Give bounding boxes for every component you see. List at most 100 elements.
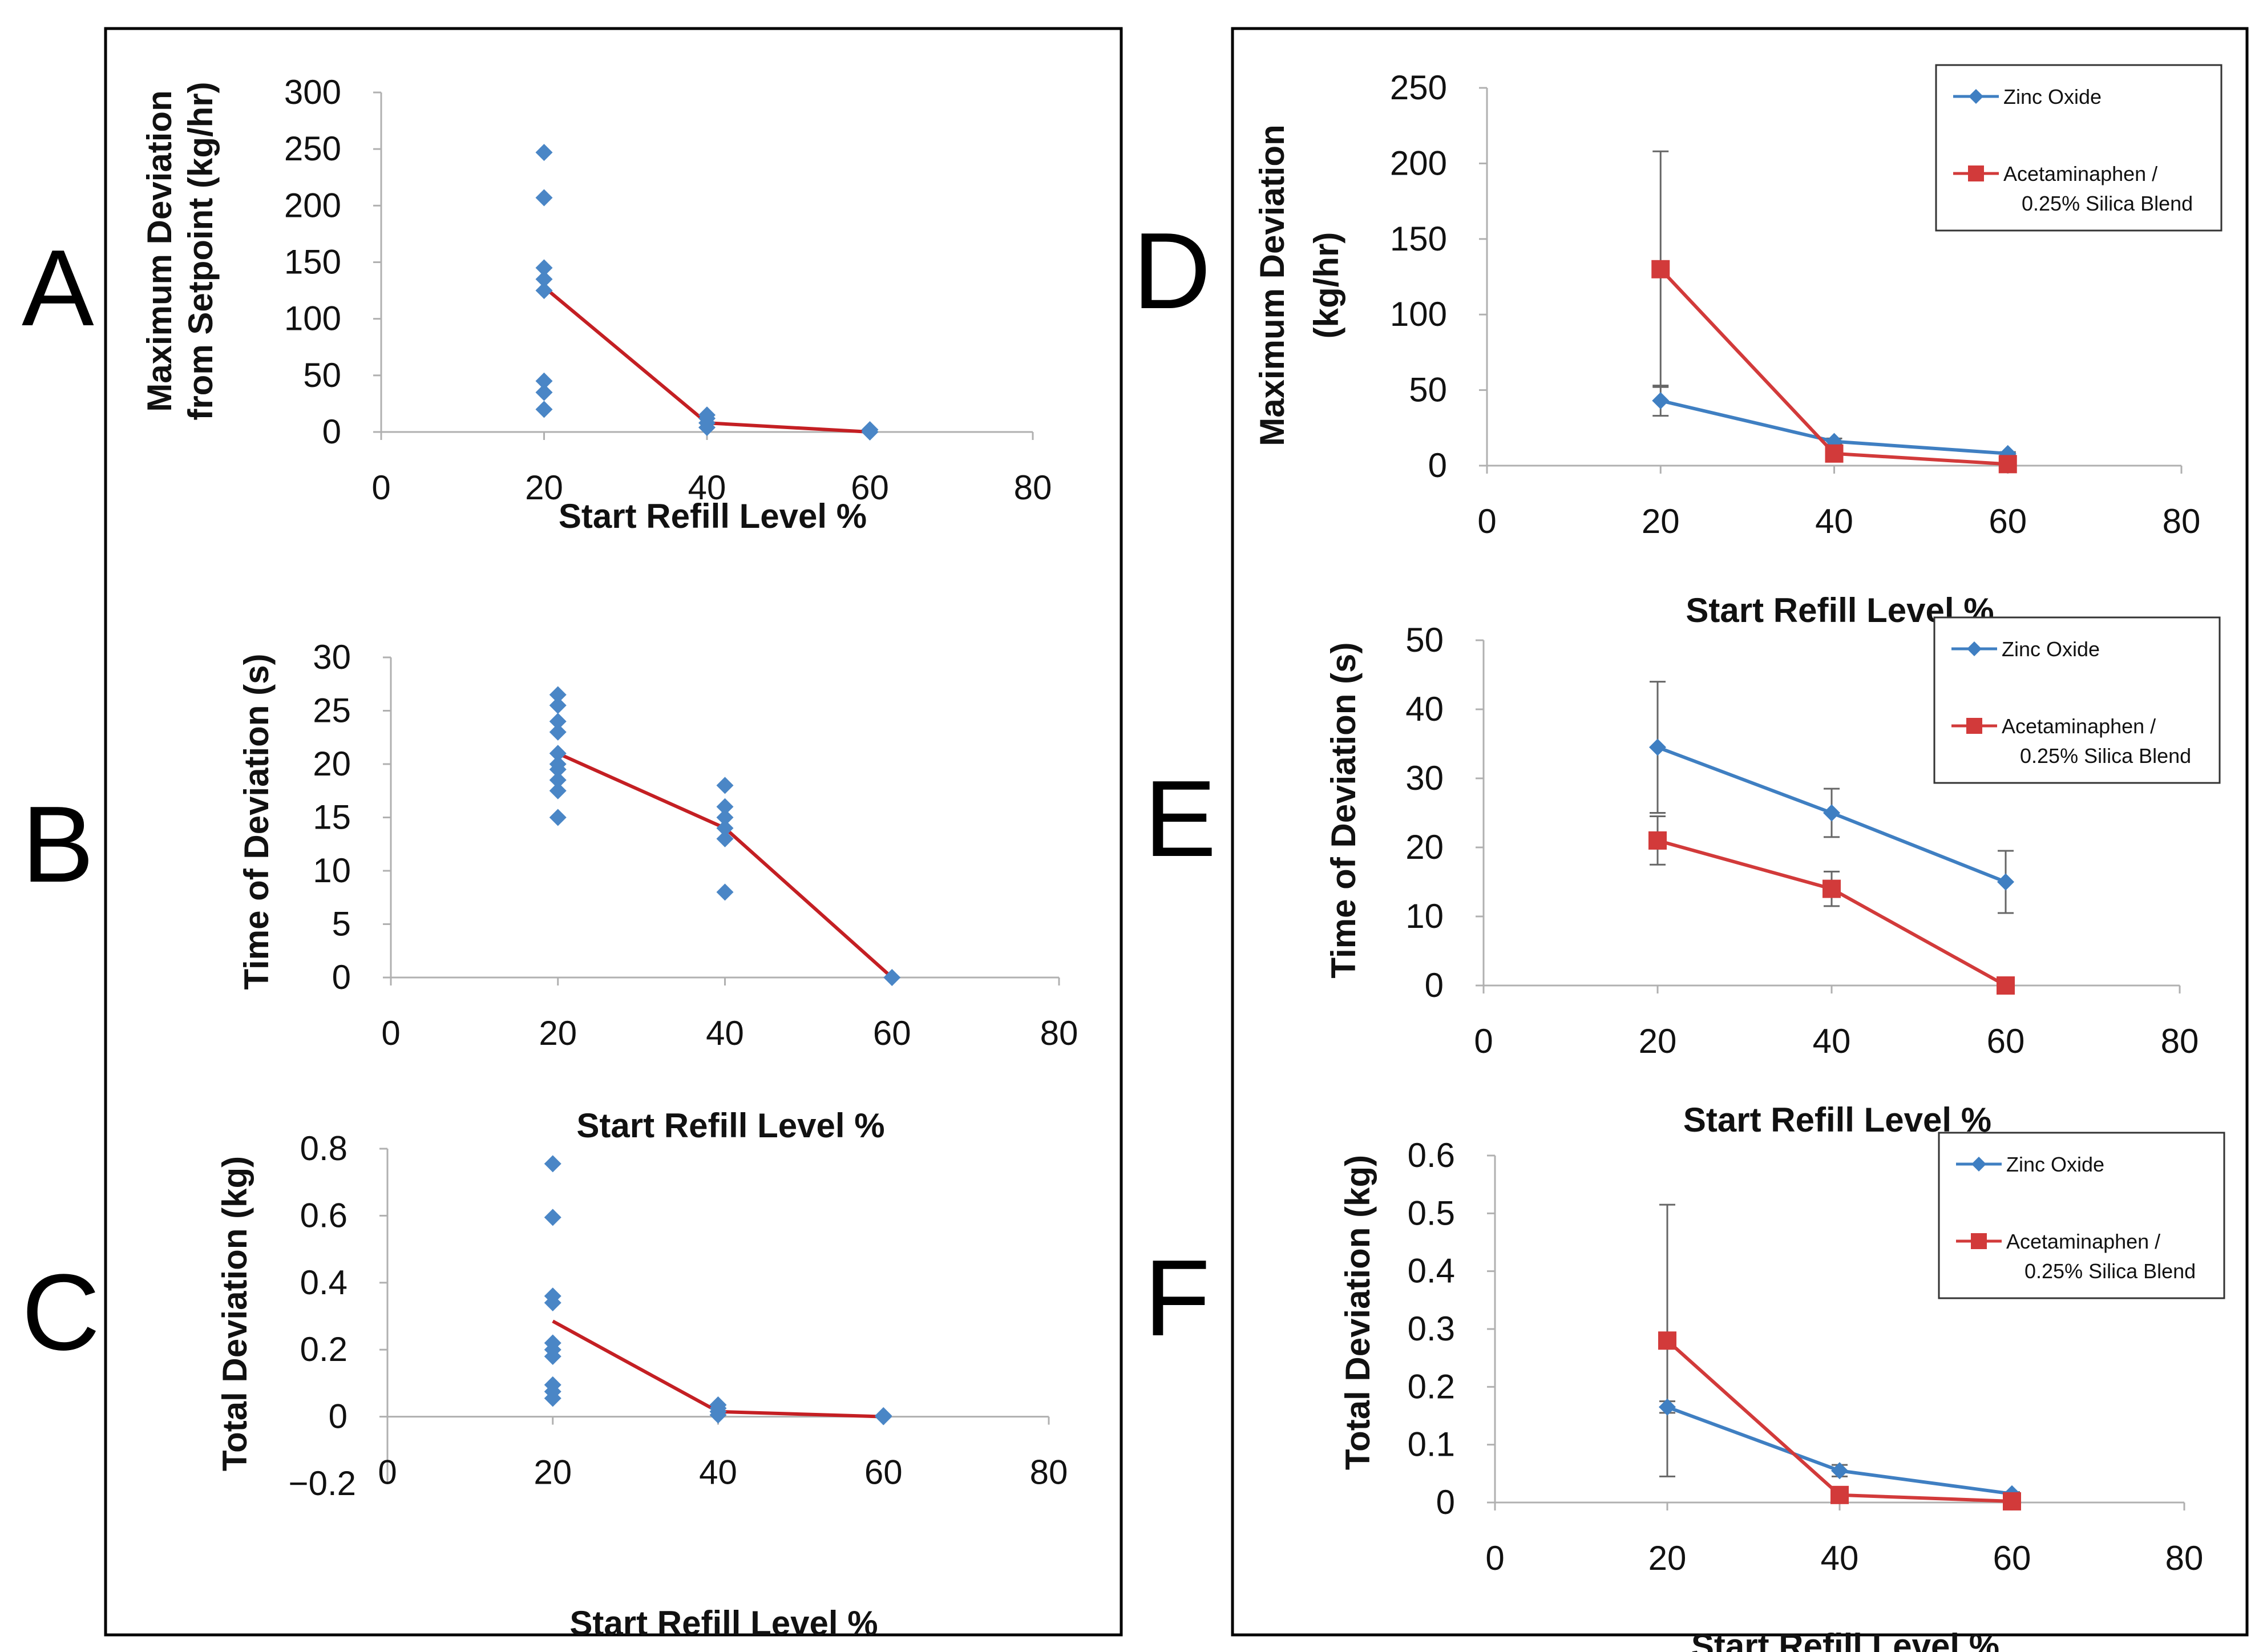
panel-a-data-point [535, 401, 553, 418]
panel-e-label: E [1144, 758, 1217, 879]
panel-e-y-tick-label: 30 [1405, 759, 1444, 797]
panel-a-y-tick-label: 250 [284, 130, 341, 168]
panel-d-zinc-marker [1652, 392, 1670, 410]
right-frame [1231, 27, 2249, 1637]
panel-a-x-tick-label: 40 [688, 468, 726, 507]
panel-b-y-tick-label: 0 [332, 958, 351, 996]
panel-e-x-tick-label: 40 [1813, 1022, 1851, 1060]
panel-c-x-tick-label: 80 [1030, 1453, 1068, 1492]
panel-f-y-tick-label: 0.6 [1408, 1136, 1455, 1174]
panel-e-acet-marker [1997, 976, 2015, 995]
panel-c-y-tick-label: 0 [329, 1397, 347, 1436]
panel-b-x-tick-label: 20 [539, 1014, 577, 1052]
panel-d-y-axis-title: Maximum Deviation [1253, 124, 1291, 446]
panel-f-y-axis-title: Total Deviation (kg) [1339, 1155, 1377, 1470]
panel-d-legend-acet-label-line1: Acetaminaphen / [2003, 162, 2157, 185]
panel-b-data-point [716, 819, 734, 837]
left-frame [104, 27, 1123, 1637]
panel-a-y-axis-title: Maximum Deviation [140, 90, 179, 411]
panel-c-y-axis-title: Total Deviation (kg) [216, 1156, 254, 1471]
panel-a-y-tick-label: 100 [284, 300, 341, 338]
panel-b-data-point [716, 830, 734, 847]
panel-d-x-tick-label: 80 [2163, 502, 2201, 540]
panel-f-y-tick-label: 0 [1436, 1483, 1455, 1521]
panel-f-legend-acet-label-line2: 0.25% Silica Blend [2024, 1259, 2196, 1283]
panel-f-legend [1938, 1132, 2225, 1299]
panel-f-acet-marker [2003, 1492, 2021, 1510]
panel-f-legend-acet-label-line1: Acetaminaphen / [2006, 1230, 2160, 1253]
panel-f-y-tick-label: 0.2 [1408, 1367, 1455, 1405]
panel-c-y-tick-label: 0.8 [300, 1129, 347, 1168]
panel-a-label: A [22, 228, 94, 349]
panel-d-x-tick-label: 0 [1477, 502, 1496, 540]
panel-c-x-tick-label: 60 [864, 1453, 903, 1492]
panel-a-data-point [698, 419, 716, 437]
panel-b-label: B [22, 784, 94, 905]
panel-d-y-axis-title: (kg/hr) [1307, 232, 1345, 339]
panel-f-legend-acet-swatch-marker [1971, 1233, 1987, 1249]
panel-a-data-point [535, 144, 553, 161]
panel-a-data-point [535, 270, 553, 288]
panel-d-y-tick-label: 150 [1390, 220, 1447, 258]
panel-e-y-tick-label: 20 [1405, 828, 1444, 866]
panel-b-y-tick-label: 25 [313, 692, 351, 730]
panel-d-acet-marker [1651, 260, 1670, 278]
panel-b-data-point [549, 772, 567, 789]
panel-b-y-tick-label: 20 [313, 745, 351, 783]
panel-b-y-tick-label: 10 [313, 851, 351, 890]
panel-b-x-tick-label: 80 [1040, 1014, 1078, 1052]
panel-e-y-axis-title: Time of Deviation (s) [1324, 643, 1363, 979]
panel-e-zinc-marker [1649, 738, 1666, 756]
panel-a-data-point [861, 423, 879, 441]
panel-d-y-tick-label: 250 [1390, 68, 1447, 107]
panel-f-y-tick-label: 0.3 [1408, 1310, 1455, 1348]
panel-c-x-tick-label: 20 [534, 1453, 572, 1492]
panel-b-data-point [549, 713, 567, 730]
panel-b-data-point [716, 777, 734, 794]
panel-b-data-point [549, 761, 567, 778]
panel-f-acet-marker [1658, 1331, 1676, 1350]
panel-a-y-axis-title: from Setpoint (kg/hr) [181, 82, 220, 420]
panel-b-data-point [549, 686, 567, 704]
panel-e-y-tick-label: 10 [1405, 897, 1444, 935]
panel-b-y-tick-label: 30 [313, 638, 351, 676]
panel-c-data-point [544, 1347, 561, 1365]
panel-e-legend-acet-swatch-marker [1966, 718, 1982, 734]
panel-c-data-point [544, 1294, 561, 1312]
panel-b-data-point [716, 798, 734, 815]
panel-f-y-tick-label: 0.4 [1408, 1252, 1455, 1290]
panel-d-legend-zinc-label: Zinc Oxide [2003, 85, 2102, 108]
panel-a-y-tick-label: 50 [303, 356, 341, 394]
panel-e-legend-zinc-swatch-marker [1967, 641, 1982, 656]
panel-c-x-tick-label: 0 [378, 1453, 397, 1492]
panel-d-legend [1935, 64, 2222, 232]
panel-a-x-tick-label: 0 [371, 468, 390, 507]
panel-f-y-tick-label: 0.5 [1408, 1194, 1455, 1232]
panel-c-data-point [709, 1406, 727, 1424]
panel-d-y-tick-label: 50 [1409, 371, 1447, 409]
panel-b-data-point [549, 809, 567, 826]
panel-e-y-tick-label: 40 [1405, 690, 1444, 728]
panel-a-x-tick-label: 20 [525, 468, 563, 507]
panel-b-y-tick-label: 5 [332, 905, 351, 943]
panel-e-y-tick-label: 0 [1425, 966, 1444, 1004]
panel-a-x-axis-title: Start Refill Level % [559, 497, 867, 535]
panel-b-y-axis-title: Time of Deviation (s) [237, 654, 276, 990]
panel-e-x-tick-label: 80 [2161, 1022, 2199, 1060]
panel-b-data-point [883, 969, 901, 986]
panel-f-zinc-marker [1659, 1398, 1676, 1416]
panel-a-data-point [535, 372, 553, 390]
panel-d-y-tick-label: 100 [1390, 295, 1447, 333]
panel-e-zinc-marker [1823, 804, 1840, 822]
panel-e-x-tick-label: 0 [1474, 1022, 1493, 1060]
panel-f-legend-zinc-label: Zinc Oxide [2006, 1153, 2104, 1176]
panel-d-legend-zinc-swatch-marker [1969, 89, 1983, 104]
panel-b-data-point [549, 745, 567, 762]
panel-e-acet-marker [1648, 831, 1667, 850]
panel-c-data-point [544, 1209, 561, 1226]
panel-b-data-point [549, 697, 567, 714]
panel-e-zinc-marker [1997, 873, 2014, 891]
panel-c-label: C [22, 1252, 100, 1373]
panel-a-data-point [535, 383, 553, 401]
